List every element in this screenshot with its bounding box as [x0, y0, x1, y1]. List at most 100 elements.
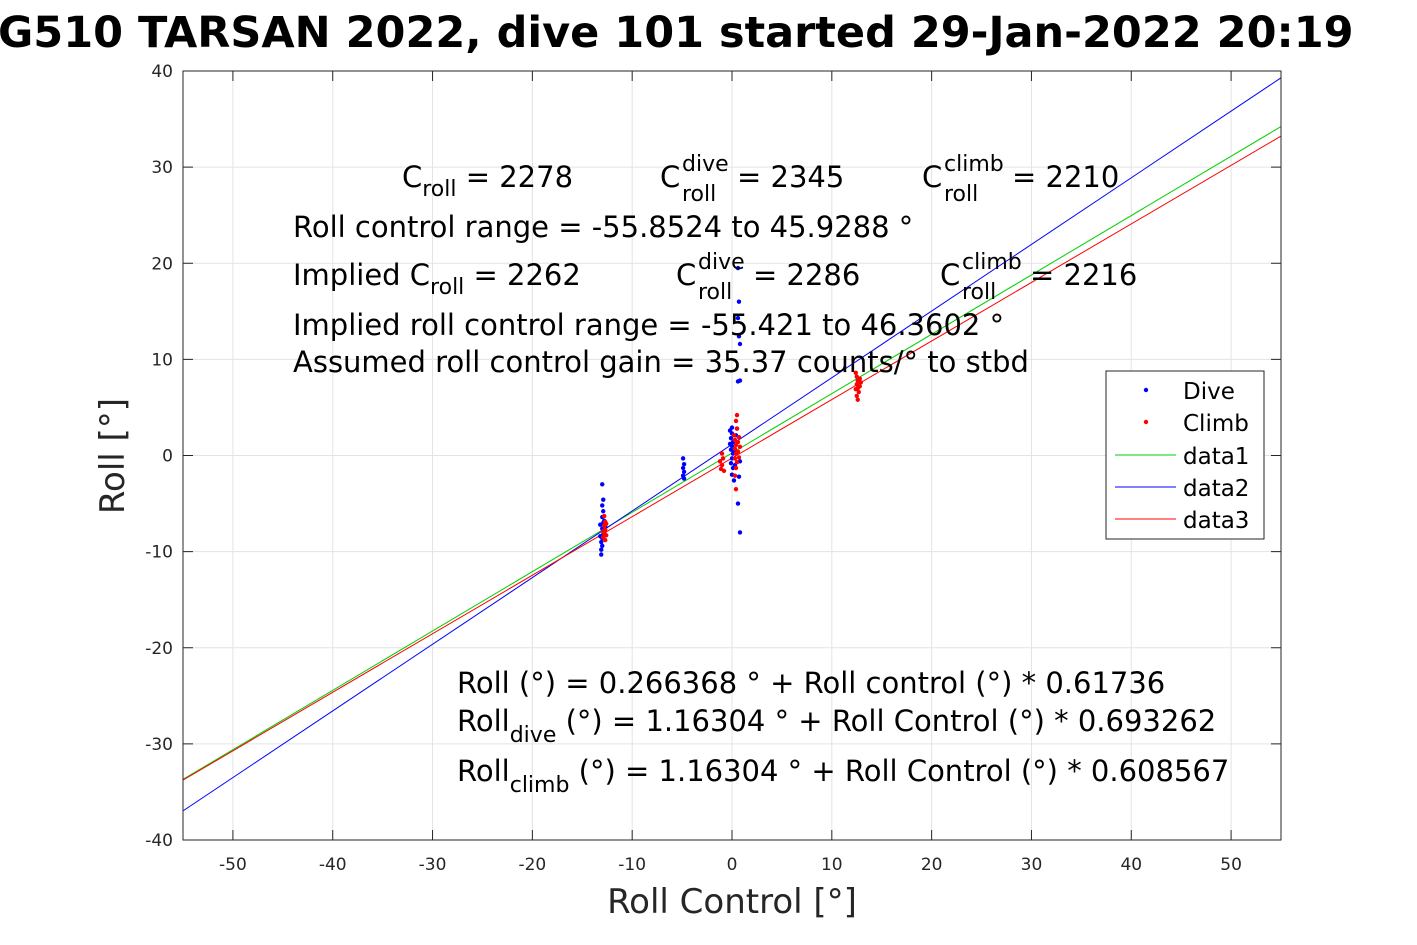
- legend-marker-dive: [1143, 387, 1149, 393]
- climb-point: [719, 451, 725, 456]
- climb-point: [720, 456, 726, 461]
- climb-point: [602, 513, 607, 519]
- dive-point: [599, 552, 604, 557]
- climb-point: [857, 376, 862, 381]
- implied-c-roll-climb-subscript: roll: [962, 280, 996, 305]
- x-tick-label: 20: [921, 855, 943, 875]
- x-tick-label: -30: [419, 855, 447, 875]
- climb-point: [853, 370, 858, 376]
- climb-point: [853, 386, 858, 392]
- implied-c-roll-climb-value: = 2216: [1030, 258, 1137, 292]
- dive-point: [681, 469, 687, 475]
- dive-point: [727, 441, 733, 447]
- gain-text: Assumed roll control gain = 35.37 counts…: [293, 345, 1029, 379]
- climb-point: [733, 418, 739, 424]
- dive-point: [737, 341, 743, 347]
- dive-point: [600, 482, 605, 487]
- x-tick-label: -10: [618, 855, 646, 875]
- climb-point: [719, 462, 725, 468]
- climb-point: [735, 449, 741, 454]
- x-tick-label: -40: [319, 855, 347, 875]
- dive-point: [681, 461, 687, 467]
- dive-point: [735, 265, 741, 271]
- y-tick-label: -20: [145, 639, 173, 659]
- y-axis-label: Roll [°]: [93, 398, 133, 514]
- dive-point: [737, 530, 743, 535]
- x-tick-label: 30: [1021, 855, 1043, 875]
- dive-point: [601, 497, 606, 502]
- y-tick-label: -10: [145, 543, 173, 563]
- climb-point: [732, 446, 738, 451]
- axis-ticks: -50 -40 -30 -20 -10 0 10 20 30 40 50 -40 -30 -20 -10 0 1…: [145, 62, 1281, 875]
- climb-point: [854, 393, 859, 399]
- climb-point: [857, 384, 862, 389]
- climb-point: [735, 439, 741, 445]
- x-tick-label: 0: [727, 855, 738, 875]
- dive-point: [736, 299, 742, 304]
- dive-point: [680, 465, 686, 471]
- dive-point: [728, 435, 734, 441]
- dive-point: [600, 503, 605, 508]
- dive-point: [728, 460, 734, 466]
- dive-point: [731, 478, 737, 483]
- implied-range-text: Implied roll control range = -55.421 to …: [293, 308, 1004, 342]
- y-tick-label: 0: [162, 447, 173, 467]
- c-roll-climb-subscript: roll: [944, 182, 978, 207]
- climb-point: [733, 465, 739, 471]
- x-axis-label: Roll Control [°]: [607, 882, 857, 922]
- climb-point: [736, 455, 742, 460]
- climb-point: [734, 412, 740, 418]
- c-roll-dive-value: = 2345: [737, 160, 844, 194]
- dive-point: [601, 509, 606, 514]
- climb-point: [604, 533, 609, 538]
- implied-c-roll-dive-annotation: C: [676, 258, 696, 292]
- x-tick-label: 10: [821, 855, 843, 875]
- x-tick-label: -20: [518, 855, 546, 875]
- climb-point: [736, 435, 742, 440]
- dive-point: [736, 474, 742, 479]
- c-roll-dive-superscript: dive: [682, 152, 729, 177]
- fit-all-equation: Roll (°) = 0.266368 ° + Roll control (°)…: [457, 666, 1165, 700]
- y-tick-label: -40: [145, 831, 173, 851]
- y-tick-label: 10: [151, 350, 173, 370]
- series-climb: [601, 370, 863, 543]
- implied-c-roll-dive-value: = 2286: [753, 258, 860, 292]
- x-tick-label: -50: [219, 855, 247, 875]
- dive-point: [599, 547, 604, 552]
- y-tick-label: 40: [151, 62, 173, 82]
- dive-point: [737, 378, 743, 383]
- implied-c-roll-dive-superscript: dive: [698, 250, 745, 275]
- implied-c-roll-climb-annotation: C: [940, 258, 960, 292]
- dive-point: [727, 428, 733, 433]
- climb-point: [731, 433, 737, 438]
- climb-point: [732, 456, 738, 461]
- fit-climb-equation: Rollclimb (°) = 1.16304 ° + Roll Control…: [457, 754, 1229, 798]
- roll-control-range-text: Roll control range = -55.8524 to 45.9288…: [293, 210, 913, 244]
- implied-c-roll-dive-subscript: roll: [698, 280, 732, 305]
- y-tick-label: 20: [151, 254, 173, 274]
- legend: Dive Climb data1 data2 data3: [1105, 370, 1265, 540]
- data-series: [182, 77, 1282, 812]
- dive-point: [735, 501, 741, 506]
- x-tick-label: 40: [1120, 855, 1142, 875]
- x-tick-label: 50: [1220, 855, 1242, 875]
- climb-point: [737, 444, 743, 450]
- legend-box: [1105, 370, 1265, 540]
- dive-point: [598, 522, 603, 527]
- dive-point: [600, 543, 605, 549]
- y-tick-label: -30: [145, 735, 173, 755]
- dive-point: [599, 539, 604, 545]
- legend-label-climb: Climb: [1183, 411, 1249, 437]
- legend-label-dive: Dive: [1183, 379, 1235, 405]
- climb-point: [717, 459, 723, 464]
- climb-point: [734, 460, 740, 465]
- legend-marker-climb: [1143, 419, 1149, 425]
- dive-point: [680, 456, 686, 461]
- climb-point: [856, 389, 861, 395]
- climb-point: [733, 486, 739, 492]
- c-roll-annotation: Croll = 2278: [402, 160, 573, 202]
- legend-label-data3: data3: [1183, 508, 1249, 534]
- climb-point: [721, 468, 727, 474]
- fit-equations: Roll (°) = 0.266368 ° + Roll control (°)…: [457, 666, 1229, 798]
